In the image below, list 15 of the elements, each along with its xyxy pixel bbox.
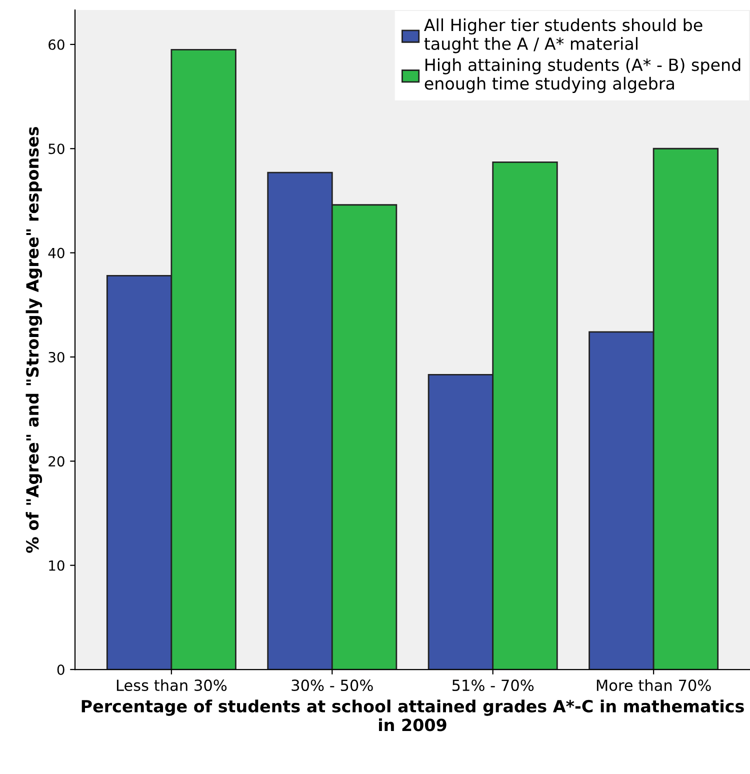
y-tick-label: 20: [48, 456, 64, 467]
y-tick-label: 30: [48, 352, 64, 362]
y-tick-label: 60: [48, 39, 64, 50]
y-tick-label: 0: [57, 664, 64, 675]
y-tick-label: 50: [48, 144, 64, 154]
y-tick-label: 10: [49, 560, 64, 571]
x-axis-title: Percentage of students at school attained grades A*-C in mathematics in 2009: [82, 700, 744, 732]
y-tick-label: 40: [48, 248, 64, 258]
y-axis-title: % of "Agree" and "Strongly Agree" responses: [26, 126, 42, 553]
x-tick-label: 51% - 70%: [452, 680, 534, 692]
legend-label: High attaining students (A* - B) spend enough time studying algebra: [424, 58, 740, 93]
legend-label: All Higher tier students should be taught the A / A* material: [424, 18, 702, 54]
x-tick-label: More than 70%: [596, 679, 711, 692]
x-tick-label: Less than 30%: [116, 679, 227, 692]
x-tick-label: 30% - 50%: [292, 680, 373, 692]
